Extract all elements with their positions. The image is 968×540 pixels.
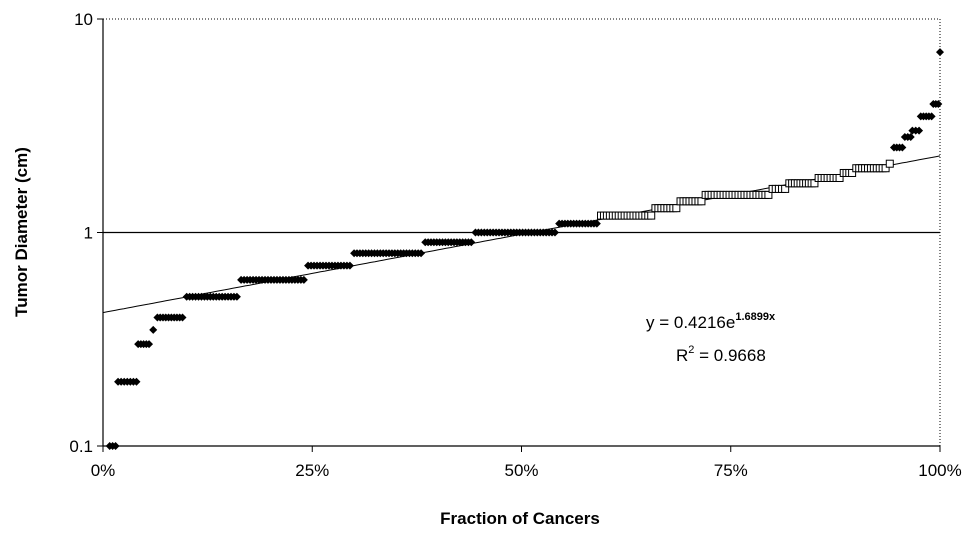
- data-point-diamond: [915, 126, 924, 135]
- axes-layer: [97, 18, 941, 452]
- data-point-diamond: [178, 313, 187, 322]
- data-point-square: [697, 197, 706, 206]
- x-axis-title: Fraction of Cancers: [440, 509, 600, 528]
- y-tick-label: 0.1: [69, 437, 93, 456]
- y-tick-label: 1: [84, 224, 93, 243]
- data-point-diamond: [898, 143, 907, 152]
- data-point-square: [885, 159, 894, 168]
- data-point-square: [848, 168, 857, 177]
- data-point-diamond: [927, 112, 936, 121]
- data-point-diamond: [906, 133, 915, 142]
- trendline-equation-base: y = 0.4216e: [646, 313, 735, 332]
- r-squared-superscript: 2: [688, 344, 694, 356]
- data-point-square: [810, 179, 819, 188]
- r-squared-label: R2 = 0.9668: [676, 344, 766, 365]
- data-point-diamond: [299, 275, 308, 284]
- data-point-diamond: [232, 292, 241, 301]
- y-axis-title: Tumor Diameter (cm): [12, 147, 31, 317]
- r-squared-value: = 0.9668: [694, 346, 765, 365]
- data-point-diamond: [149, 325, 158, 334]
- data-point-diamond: [936, 48, 944, 57]
- x-tick-label: 50%: [504, 461, 538, 480]
- y-tick-label: 10: [74, 10, 93, 29]
- data-point-square: [647, 211, 656, 220]
- r-squared-prefix: R: [676, 346, 688, 365]
- data-point-square: [672, 204, 681, 213]
- data-point-square: [835, 173, 844, 182]
- data-point-diamond: [592, 219, 601, 228]
- data-point-diamond: [467, 238, 476, 247]
- data-point-diamond: [145, 340, 154, 349]
- marks-layer: [102, 48, 944, 450]
- x-tick-label: 75%: [714, 461, 748, 480]
- trendline-equation-exponent: 1.6899x: [735, 311, 776, 323]
- trendline-equation: y = 0.4216e1.6899x: [646, 311, 776, 332]
- data-point-square: [764, 190, 773, 199]
- x-tick-label: 25%: [295, 461, 329, 480]
- data-point-diamond: [934, 99, 943, 108]
- x-tick-label: 100%: [918, 461, 961, 480]
- data-point-diamond: [345, 261, 354, 270]
- x-tick-label: 0%: [91, 461, 116, 480]
- data-point-square: [881, 164, 890, 173]
- data-point-diamond: [417, 249, 426, 258]
- data-point-square: [781, 184, 790, 193]
- data-point-diamond: [550, 228, 559, 237]
- data-point-diamond: [132, 377, 141, 386]
- data-point-diamond: [111, 442, 120, 450]
